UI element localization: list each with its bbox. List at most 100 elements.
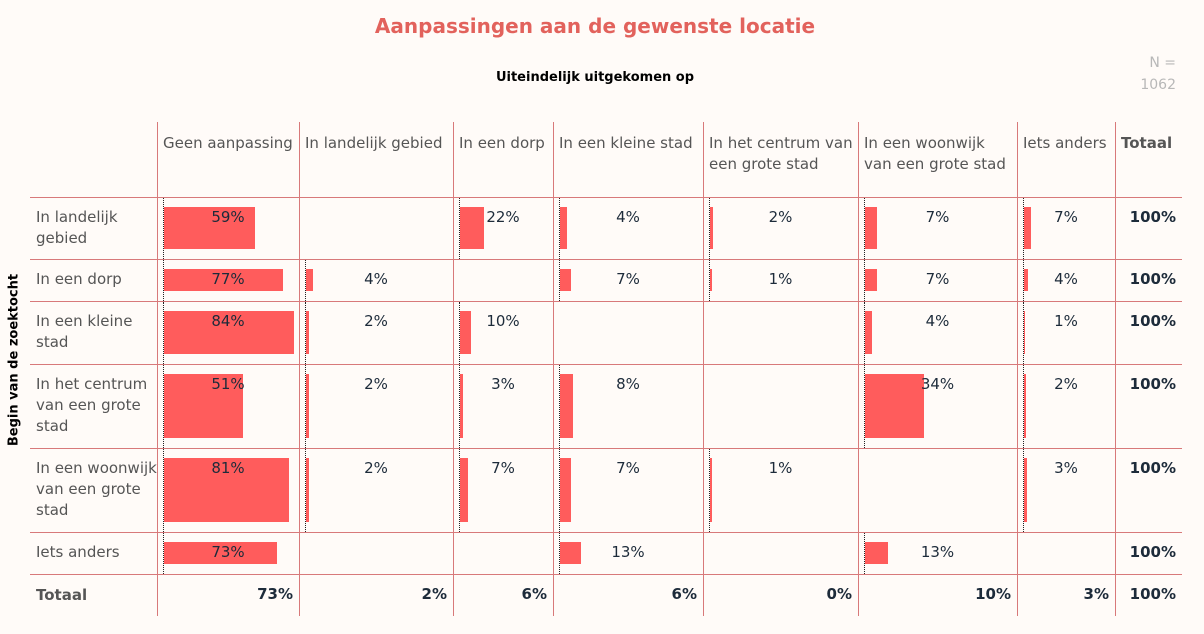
- bar-baseline: [559, 365, 560, 448]
- column-header: In een kleine stad: [559, 134, 693, 152]
- value-label: 7%: [925, 208, 950, 226]
- value-label: 2%: [364, 375, 388, 393]
- value-label: 73%: [211, 543, 245, 561]
- bar-baseline: [709, 260, 710, 301]
- column-header: Geen aanpassing: [163, 134, 293, 152]
- bar-baseline: [1023, 260, 1024, 301]
- bar-baseline: [163, 302, 164, 364]
- value-label: 7%: [616, 459, 640, 477]
- bar-baseline: [305, 365, 306, 448]
- column-header: In het centrum van een grote stad: [709, 134, 853, 173]
- column-divider: [1115, 122, 1116, 616]
- bar: [164, 542, 277, 564]
- bar: [1024, 311, 1026, 354]
- bar: [164, 374, 243, 438]
- row-total: 100%: [1129, 312, 1176, 330]
- bar: [1024, 207, 1032, 249]
- bar-baseline: [559, 198, 560, 259]
- bar-baseline: [163, 449, 164, 532]
- value-label: 84%: [211, 312, 245, 330]
- column-header: In een woonwijk van een grote stad: [864, 134, 1006, 173]
- value-label: 3%: [491, 375, 515, 393]
- column-total: 6%: [671, 585, 697, 603]
- column-divider: [453, 122, 454, 616]
- value-label: 13%: [611, 543, 645, 561]
- sample-size: N = 1062: [1116, 52, 1176, 96]
- bar: [560, 542, 582, 564]
- bar-baseline: [1023, 198, 1024, 259]
- bar-baseline: [1023, 449, 1024, 532]
- bar-baseline: [864, 302, 865, 364]
- column-divider: [1017, 122, 1018, 616]
- bar-baseline: [163, 533, 164, 574]
- total-row-label: Totaal: [36, 586, 88, 604]
- value-label: 81%: [211, 459, 245, 477]
- bar-baseline: [1023, 365, 1024, 448]
- row-divider: [30, 364, 1182, 365]
- bar-baseline: [305, 449, 306, 532]
- bar: [460, 458, 468, 522]
- bar: [460, 374, 464, 438]
- bar: [306, 374, 310, 438]
- bar: [164, 207, 256, 249]
- value-label: 4%: [364, 270, 388, 288]
- row-divider: [30, 301, 1182, 302]
- bar-baseline: [559, 260, 560, 301]
- bar: [164, 269, 284, 291]
- bar: [460, 311, 471, 354]
- column-header: In landelijk gebied: [305, 134, 443, 152]
- bar-baseline: [559, 533, 560, 574]
- value-label: 13%: [920, 543, 955, 561]
- column-divider: [703, 122, 704, 616]
- bar-baseline: [459, 302, 460, 364]
- bar: [560, 207, 567, 249]
- row-label: In het centrum van een grote stad: [36, 375, 148, 435]
- column-total: 2%: [421, 585, 447, 603]
- column-total: 100%: [1129, 585, 1176, 603]
- bar: [1024, 374, 1027, 438]
- bar-baseline: [864, 533, 865, 574]
- row-divider: [30, 197, 1182, 198]
- bar-baseline: [709, 198, 710, 259]
- row-axis-title: Begin van de zoektocht: [6, 273, 22, 447]
- value-label: 77%: [211, 270, 245, 288]
- value-label: 1%: [1054, 312, 1078, 330]
- column-header: In een dorp: [459, 134, 545, 152]
- bar-baseline: [1023, 302, 1024, 364]
- bar: [1024, 269, 1029, 291]
- row-total: 100%: [1129, 208, 1176, 226]
- value-label: 34%: [920, 375, 955, 393]
- column-total: 3%: [1083, 585, 1109, 603]
- column-divider: [553, 122, 554, 616]
- bar-baseline: [709, 449, 710, 532]
- bar-baseline: [305, 260, 306, 301]
- column-axis-title: Uiteindelijk uitgekomen op: [495, 70, 695, 85]
- bar-baseline: [864, 198, 865, 259]
- value-label: 1%: [768, 459, 793, 477]
- value-label: 2%: [364, 459, 388, 477]
- value-label: 7%: [925, 270, 950, 288]
- value-label: 4%: [616, 208, 640, 226]
- n-value: 1062: [1140, 77, 1176, 93]
- value-label: 3%: [1054, 459, 1078, 477]
- bar-baseline: [559, 449, 560, 532]
- row-total: 100%: [1129, 270, 1176, 288]
- row-label: In een dorp: [36, 270, 122, 288]
- bar-baseline: [163, 198, 164, 259]
- value-label: 7%: [491, 459, 515, 477]
- value-label: 22%: [486, 208, 520, 226]
- value-label: 10%: [486, 312, 520, 330]
- bar-baseline: [459, 365, 460, 448]
- bar: [865, 311, 872, 354]
- column-header: Totaal: [1121, 134, 1173, 152]
- value-label: 4%: [1054, 270, 1078, 288]
- column-header: Iets anders: [1023, 134, 1107, 152]
- bar: [710, 269, 712, 291]
- bar: [560, 374, 574, 438]
- column-divider: [157, 122, 158, 616]
- column-total: 73%: [257, 585, 293, 603]
- row-label: In een kleine stad: [36, 312, 133, 351]
- column-divider: [299, 122, 300, 616]
- bar: [865, 207, 878, 249]
